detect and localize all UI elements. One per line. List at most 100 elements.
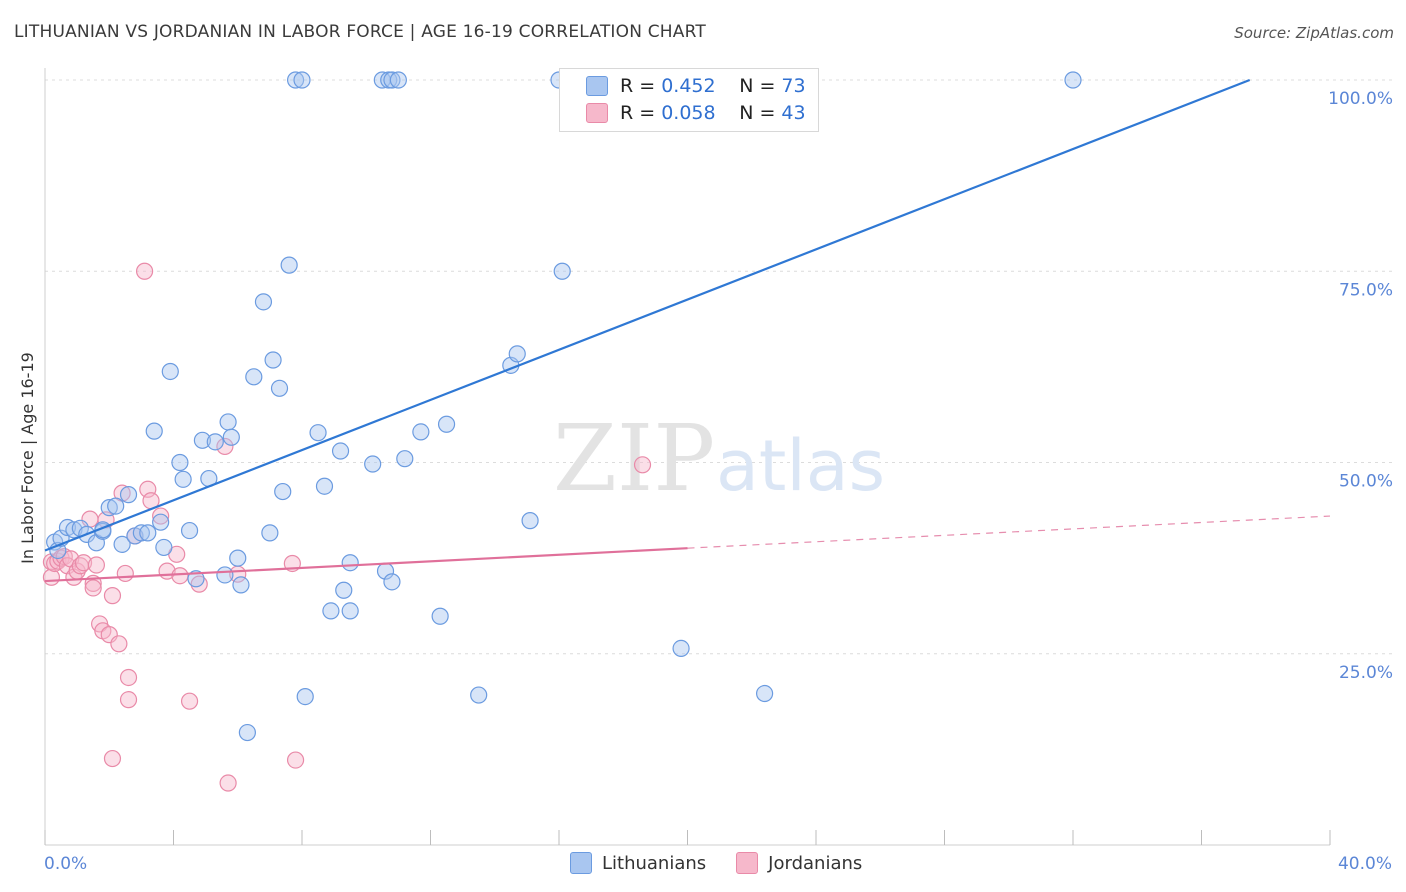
lithuanians-point [286, 71, 305, 89]
lithuanians-point [274, 482, 292, 501]
lithuanians-point [254, 293, 273, 311]
jordanians-point [180, 692, 199, 710]
chart-title: LITHUANIAN VS JORDANIAN IN LABOR FORCE |… [14, 22, 706, 42]
lithuanians-point [309, 424, 327, 442]
lithuanians-points [46, 71, 1082, 742]
lithuanians-point [245, 368, 263, 386]
y-tick-label: 100.0% [1328, 89, 1393, 109]
lithuanians-point [322, 602, 340, 620]
lithuanians-point [174, 470, 192, 488]
lithuanians-point [470, 686, 488, 704]
legend-n-value: 73 [781, 75, 806, 97]
jordanians-point [87, 556, 106, 574]
jordanians-point [152, 507, 170, 525]
lithuanians-point [331, 442, 350, 460]
lithuanians-point [383, 573, 401, 591]
watermark: ZIP atlas [553, 405, 885, 512]
lithuanians-point [264, 351, 282, 369]
lithuanians-point [1064, 71, 1082, 89]
jordanians-point [286, 751, 305, 769]
x-tick-label: 0.0% [44, 854, 87, 874]
lithuanians-point [206, 433, 224, 451]
lithuanians-point [219, 413, 237, 431]
lithuanians-point [755, 684, 774, 703]
lithuanians-point [553, 262, 571, 280]
lithuanians-point [155, 538, 173, 557]
lithuanians-point [521, 512, 539, 530]
watermark-atlas: atlas [716, 425, 885, 507]
jordanians-point [119, 691, 138, 709]
lithuanians-point [222, 428, 240, 446]
trend-lines [44, 78, 1331, 583]
lithuanians-point [315, 477, 334, 495]
lithuanians-point [335, 581, 353, 599]
lithuanians-point [113, 535, 131, 553]
legend-lithuanians-label: Lithuanians [602, 852, 707, 874]
lithuanians-point [261, 524, 279, 542]
series-legend: Lithuanians Jordanians [570, 852, 862, 874]
legend-n-label: N = [739, 75, 782, 97]
jordanians-point [219, 774, 237, 792]
lithuanians-point [139, 524, 157, 542]
lithuanians-point [341, 602, 359, 620]
jordanians-point [633, 456, 652, 474]
lithuanians-trendline [44, 78, 1251, 552]
jordanians-point [171, 567, 189, 585]
lithuanians-point [161, 362, 179, 381]
grid-lines [45, 79, 1392, 655]
legend-row-jordanians: R = 0.058 N = 43 [586, 101, 806, 125]
jordanians-point [103, 587, 122, 605]
legend-row-lithuanians: R = 0.452 N = 73 [586, 74, 806, 98]
jordanians-point [110, 635, 128, 653]
lithuanians-point [216, 566, 234, 584]
legend-n-label: N = [739, 102, 782, 124]
lithuanians-point [293, 71, 311, 89]
axes [44, 68, 1331, 846]
legend-jordanians-label: Jordanians [768, 852, 863, 874]
jordanians-point [116, 564, 134, 583]
lithuanians-point [412, 423, 430, 441]
jordanians-trendline [44, 547, 688, 583]
lithuanians-point [364, 455, 382, 473]
lithuanians-point [145, 422, 163, 440]
jordanians-trendline-extension [687, 515, 1331, 549]
lithuanians-point [672, 639, 690, 657]
y-tick-label: 50.0% [1339, 472, 1393, 492]
legend-jordanians-swatch [736, 852, 759, 874]
jordanians-point [190, 575, 208, 593]
lithuanians-point [270, 379, 289, 397]
lithuanians-point [132, 524, 150, 542]
lithuanians-point [107, 497, 125, 515]
x-tick-labels: 0.0% 40.0% [44, 854, 1392, 874]
jordanians-point [103, 749, 122, 768]
jordanians-points [42, 262, 652, 792]
lithuanians-point [180, 521, 199, 540]
jordanians-point [84, 579, 102, 597]
lithuanians-point [238, 723, 256, 742]
legend-r-label: R = [620, 102, 662, 124]
legend-r-value: 0.058 [661, 102, 716, 124]
lithuanians-point [229, 549, 247, 567]
legend-n-value: 43 [781, 102, 806, 124]
lithuanians-point [152, 513, 170, 531]
source-credit: Source: ZipAtlas.com [1234, 24, 1394, 42]
lithuanians-point [389, 71, 407, 89]
y-axis-label: In Labor Force | Age 16-19 [18, 352, 37, 564]
lithuanians-point [508, 345, 526, 363]
legend-swatch-blue [586, 76, 608, 96]
x-tick-label: 40.0% [1338, 854, 1392, 874]
lithuanians-point [193, 431, 212, 449]
lithuanians-point [437, 415, 456, 433]
lithuanians-point [171, 453, 189, 472]
legend-lithuanians-swatch [570, 852, 592, 874]
lithuanians-point [280, 256, 298, 274]
jordanians-point [216, 437, 234, 456]
lithuanians-point [341, 554, 359, 572]
y-tick-label: 25.0% [1339, 663, 1393, 683]
lithuanians-point [119, 486, 138, 504]
watermark-zip: ZIP [553, 405, 715, 512]
jordanians-point [74, 554, 93, 572]
legend-r-label: R = [620, 75, 662, 97]
stats-legend: R = 0.452 N = 73 R = 0.058 N = 43 [559, 68, 819, 132]
